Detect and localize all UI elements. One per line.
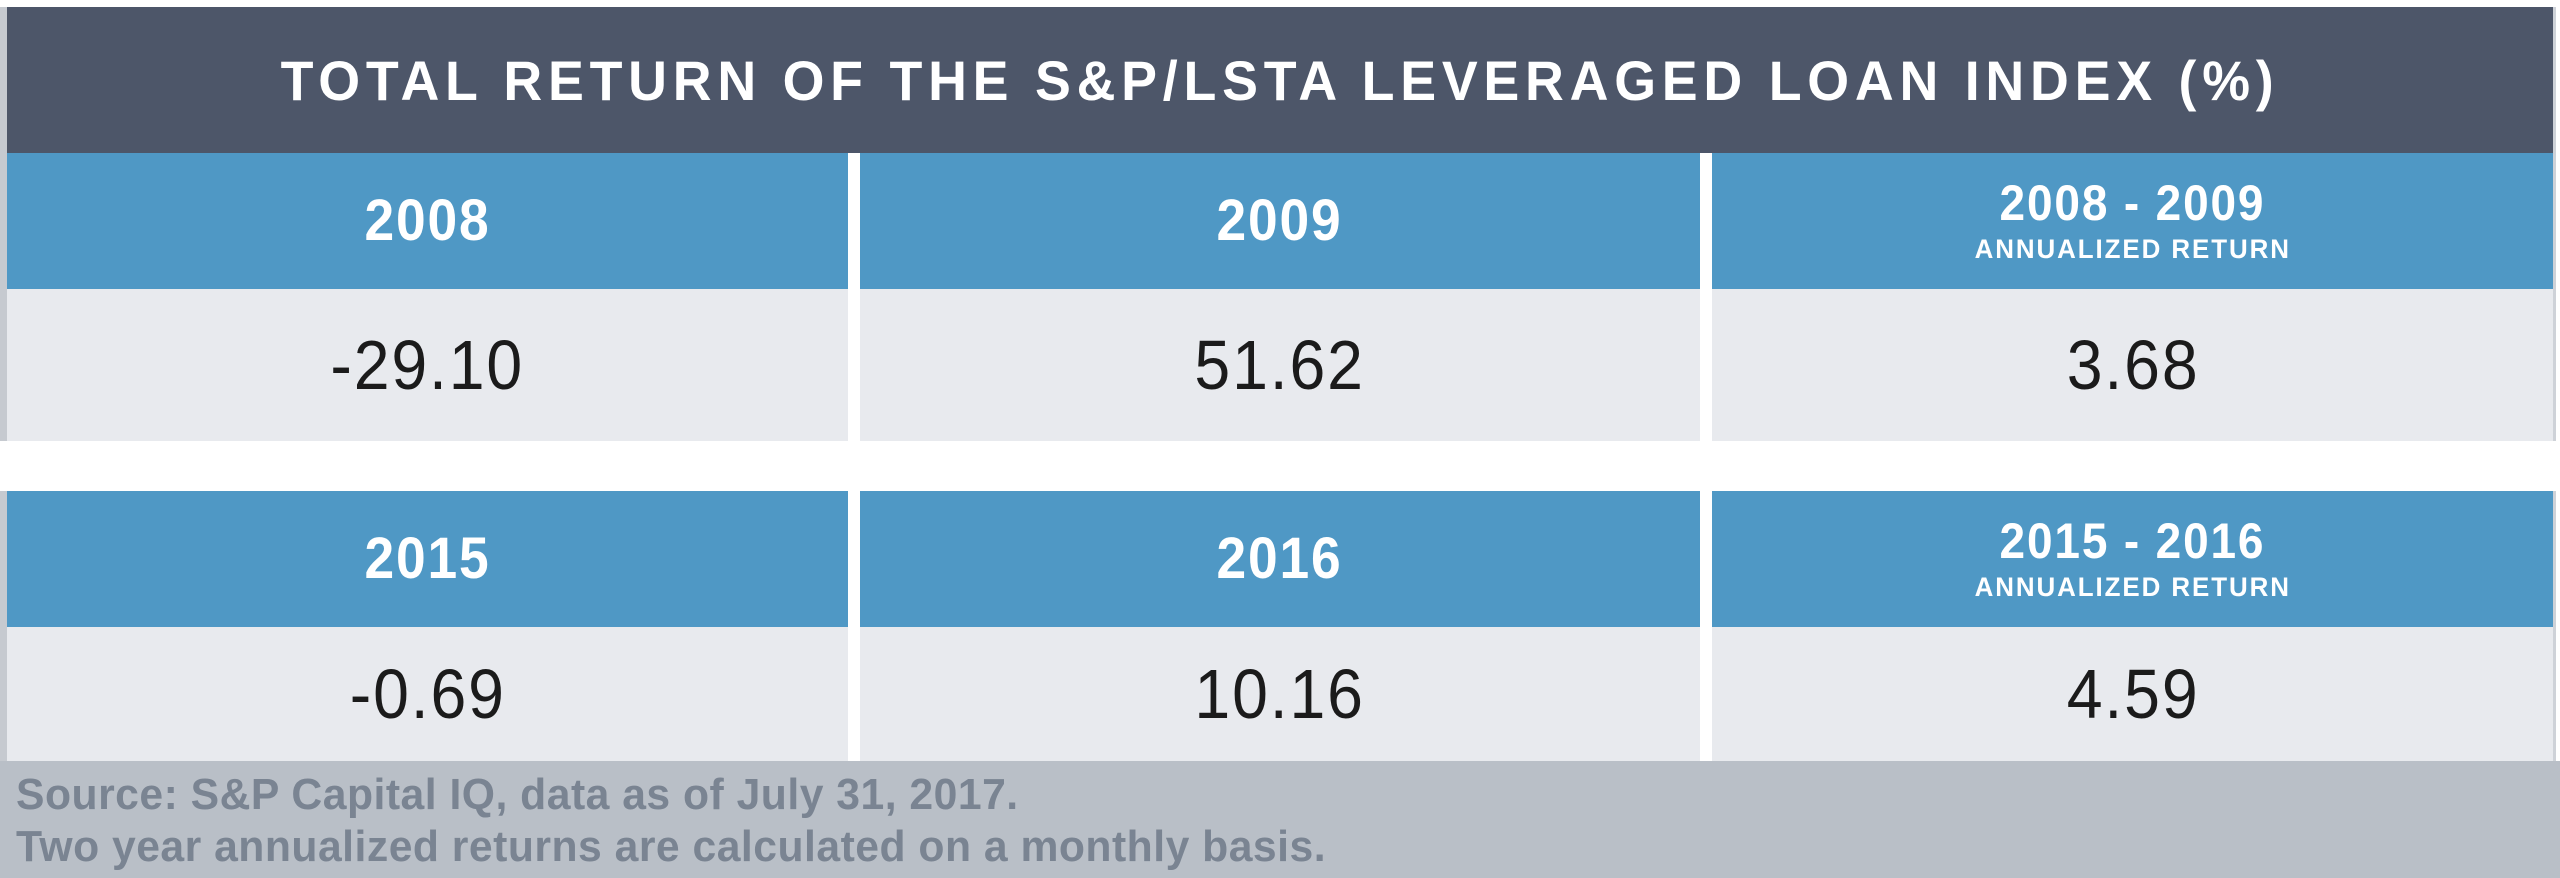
table-title: TOTAL RETURN OF THE S&P/LSTA LEVERAGED L… [280, 48, 2280, 112]
source-footer: Source: S&P Capital IQ, data as of July … [0, 761, 2560, 878]
header-cell-2009: 2009 [859, 153, 1701, 289]
value-2008-2009-annualized: 3.68 [2066, 326, 2200, 404]
value-cell-2016: 10.16 [859, 627, 1701, 761]
header-label-2015: 2015 [364, 525, 491, 591]
table-block-2008-2009: TOTAL RETURN OF THE S&P/LSTA LEVERAGED L… [0, 7, 2556, 441]
table-grid-2015-2016: 2015 2016 2015 - 2016 ANNUALIZED RETURN … [7, 491, 2553, 761]
value-cell-2008: -29.10 [7, 289, 848, 441]
value-cell-2015-2016-annualized: 4.59 [1712, 627, 2553, 761]
value-cell-2009: 51.62 [859, 289, 1701, 441]
header-label-2016: 2016 [1216, 525, 1344, 591]
value-2016: 10.16 [1194, 655, 1366, 733]
value-2008: -29.10 [330, 326, 525, 404]
header-cell-2016: 2016 [859, 491, 1701, 627]
value-2015-2016-annualized: 4.59 [2066, 655, 2200, 733]
value-cell-2015: -0.69 [7, 627, 848, 761]
header-label-2008: 2008 [364, 187, 491, 253]
header-label-2015-2016: 2015 - 2016 [1999, 513, 2266, 570]
table-separator-gap [0, 441, 2560, 491]
value-2009: 51.62 [1194, 326, 1366, 404]
header-sublabel-annualized-return-2: ANNUALIZED RETURN [1974, 572, 2291, 603]
table-grid-2008-2009: 2008 2009 2008 - 2009 ANNUALIZED RETURN … [7, 153, 2553, 441]
methodology-line: Two year annualized returns are calculat… [16, 822, 1327, 871]
header-cell-2015: 2015 [7, 491, 848, 627]
table-block-2015-2016: 2015 2016 2015 - 2016 ANNUALIZED RETURN … [0, 491, 2556, 761]
header-label-2009: 2009 [1216, 187, 1344, 253]
source-line: Source: S&P Capital IQ, data as of July … [16, 770, 1019, 819]
header-cell-2008: 2008 [7, 153, 848, 289]
header-cell-2015-2016-annualized: 2015 - 2016 ANNUALIZED RETURN [1712, 491, 2553, 627]
value-2015: -0.69 [349, 655, 506, 733]
table-title-bar: TOTAL RETURN OF THE S&P/LSTA LEVERAGED L… [7, 7, 2553, 153]
value-cell-2008-2009-annualized: 3.68 [1712, 289, 2553, 441]
header-cell-2008-2009-annualized: 2008 - 2009 ANNUALIZED RETURN [1712, 153, 2553, 289]
header-sublabel-annualized-return-1: ANNUALIZED RETURN [1974, 234, 2291, 265]
header-label-2008-2009: 2008 - 2009 [1999, 175, 2266, 232]
top-margin [0, 0, 2560, 7]
